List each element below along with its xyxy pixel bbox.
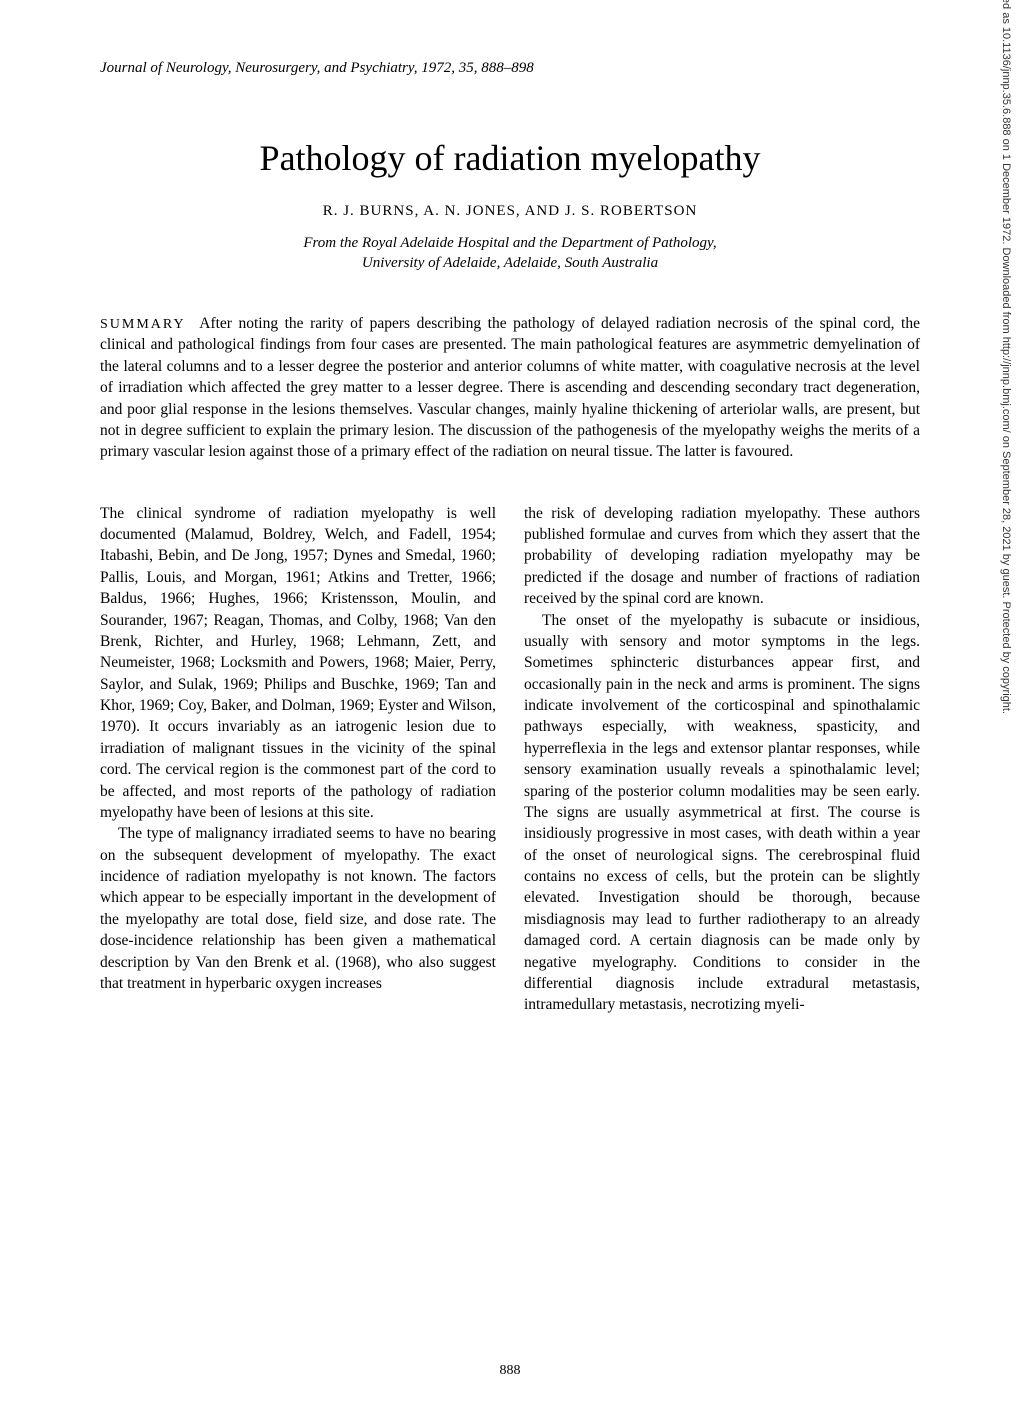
left-column: The clinical syndrome of radiation myelo… [100,503,496,1016]
affiliation-line-2: University of Adelaide, Adelaide, South … [362,255,658,271]
summary-text: After noting the rarity of papers descri… [100,315,920,460]
page-number: 888 [500,1363,521,1379]
right-column: the risk of developing radiation myelopa… [524,503,920,1016]
body-columns: The clinical syndrome of radiation myelo… [100,503,920,1016]
summary-block: SUMMARY After noting the rarity of paper… [100,313,920,463]
affiliation: From the Royal Adelaide Hospital and the… [100,234,920,273]
journal-header: Journal of Neurology, Neurosurgery, and … [100,60,920,77]
summary-label: SUMMARY [100,317,186,332]
body-paragraph: The type of malignancy irradiated seems … [100,823,496,994]
authors-line: R. J. BURNS, A. N. JONES, AND J. S. ROBE… [100,203,920,220]
affiliation-line-1: From the Royal Adelaide Hospital and the… [303,235,716,251]
article-title: Pathology of radiation myelopathy [100,137,920,179]
copyright-side-note: J Neurol Neurosurg Psychiatry: first pub… [1000,0,1012,714]
body-paragraph: The onset of the myelopathy is subacute … [524,610,920,1016]
body-paragraph: The clinical syndrome of radiation myelo… [100,503,496,824]
body-paragraph: the risk of developing radiation myelopa… [524,503,920,610]
